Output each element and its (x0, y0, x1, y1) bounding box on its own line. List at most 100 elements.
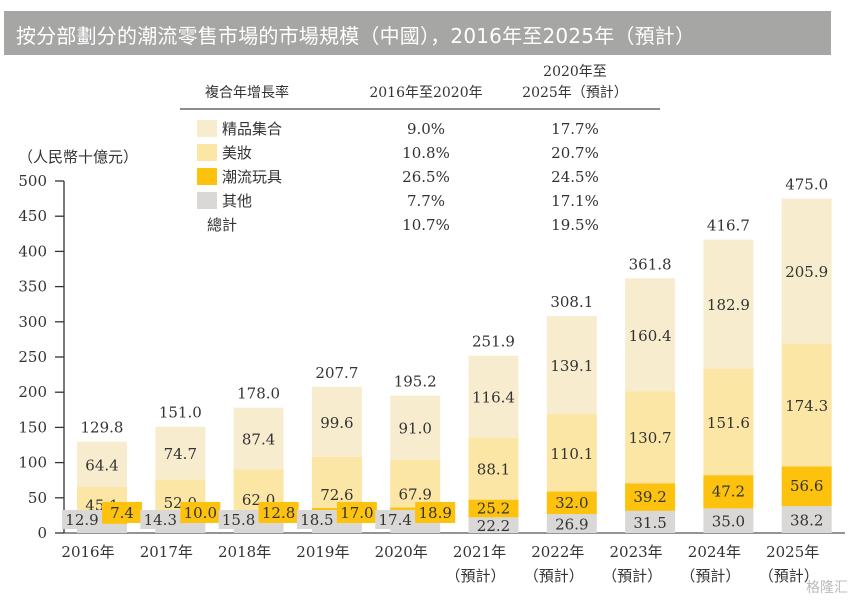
legend-swatch (197, 192, 217, 209)
y-tick-label: 300 (18, 313, 47, 331)
chart-title: 按分部劃分的潮流零售市場的市場規模（中國），2016年至2025年（預計） (16, 24, 696, 48)
value-label-toy: 56.6 (790, 477, 823, 495)
value-label-boutique: 64.4 (85, 456, 118, 474)
legend-label: 美妝 (222, 144, 252, 162)
legend-swatch (197, 168, 217, 185)
svg-text:10.0: 10.0 (184, 504, 217, 522)
legend-label: 其他 (222, 192, 252, 210)
legend-label: 潮流玩具 (222, 168, 282, 186)
bar-segment (468, 499, 519, 518)
cagr-value-2016-2020: 26.5% (402, 168, 450, 186)
cagr-value-2020-2025: 19.5% (551, 216, 599, 234)
cagr-value-2020-2025: 24.5% (551, 168, 599, 186)
value-label-beauty: 88.1 (477, 461, 510, 479)
value-callout-other: 18.5 (296, 510, 337, 529)
chart-title-bar: 按分部劃分的潮流零售市場的市場規模（中國），2016年至2025年（預計） (4, 11, 831, 55)
bar-segment (311, 386, 362, 457)
y-tick-label: 250 (18, 348, 47, 366)
y-tick-label: 0 (37, 524, 47, 542)
svg-text:17.4: 17.4 (378, 511, 411, 529)
value-label-other: 31.5 (633, 514, 666, 532)
svg-text:12.9: 12.9 (65, 511, 98, 529)
svg-text:15.8: 15.8 (222, 511, 255, 529)
value-label-other: 26.9 (555, 516, 588, 534)
value-label-beauty: 67.9 (398, 485, 431, 503)
bar-segment (390, 395, 441, 460)
value-label-boutique: 182.9 (707, 296, 750, 314)
cagr-header-col1: 2016年至2020年 (369, 85, 482, 101)
x-tick-note: （預計） (680, 567, 740, 585)
cagr-value-2020-2025: 17.7% (551, 120, 599, 138)
x-tick-label: 2025年 (766, 543, 819, 561)
y-axis-label: （人民幣十億元） (18, 148, 138, 166)
value-labels: 129.864.445.112.97.4151.074.752.014.310.… (62, 176, 828, 535)
bar-segment (390, 459, 441, 508)
x-tick-label: 2024年 (688, 543, 741, 561)
bar-segment (703, 368, 754, 476)
value-label-other: 38.2 (790, 512, 823, 530)
value-label-beauty: 72.6 (320, 486, 353, 504)
y-tick-label: 350 (18, 278, 47, 296)
bar-segment (781, 198, 832, 344)
bar-total-label: 207.7 (315, 364, 358, 382)
value-label-boutique: 116.4 (472, 389, 515, 407)
bar-segment (781, 343, 832, 467)
bar-segment (77, 441, 127, 487)
value-label-boutique: 91.0 (398, 420, 431, 438)
x-tick-note: （預計） (759, 567, 819, 585)
bar-segment (233, 407, 284, 470)
axes: 0 50 100 150 200 250 300 350 400 450 500 (18, 172, 845, 542)
value-label-toy: 39.2 (633, 488, 666, 506)
bar-segment (546, 514, 597, 533)
cagr-header-col2-line2: 2025年（預計） (522, 85, 628, 101)
bar-segment (781, 506, 832, 533)
value-callout-toy: 10.0 (180, 502, 221, 523)
cagr-value-2016-2020: 7.7% (407, 192, 445, 210)
value-label-boutique: 87.4 (242, 430, 275, 448)
value-callout-toy: 17.0 (336, 502, 377, 523)
cagr-value-2016-2020: 10.7% (402, 216, 450, 234)
x-tick-label: 2023年 (610, 543, 663, 561)
x-tick-label: 2019年 (296, 543, 349, 561)
svg-text:18.5: 18.5 (300, 511, 333, 529)
x-tick-label: 2017年 (140, 543, 193, 561)
watermark: 格隆汇 (806, 580, 848, 596)
bar-total-label: 475.0 (785, 176, 828, 194)
bar-total-label: 151.0 (159, 404, 202, 422)
x-tick-label: 2022年 (531, 543, 584, 561)
x-tick-label: 2020年 (375, 543, 428, 561)
cagr-value-2016-2020: 10.8% (402, 144, 450, 162)
cagr-header-col2-line1: 2020年至 (543, 64, 607, 80)
value-label-toy: 32.0 (555, 494, 588, 512)
x-tick-note: （預計） (445, 567, 505, 585)
total-label: 總計 (207, 216, 237, 234)
value-label-boutique: 99.6 (320, 414, 353, 432)
bar-segment (625, 391, 676, 484)
svg-text:17.0: 17.0 (340, 504, 373, 522)
svg-text:7.4: 7.4 (110, 504, 134, 522)
x-tick-label: 2018年 (218, 543, 271, 561)
y-tick-label: 400 (18, 242, 47, 260)
value-label-boutique: 74.7 (164, 445, 197, 463)
bar-segment (468, 517, 519, 533)
bar-segment (155, 426, 206, 480)
svg-text:14.3: 14.3 (144, 511, 177, 529)
svg-text:12.8: 12.8 (262, 504, 295, 522)
value-callout-toy: 18.9 (415, 502, 456, 523)
cagr-header-label: 複合年增長率 (205, 84, 289, 101)
value-callout-toy: 12.8 (258, 502, 299, 523)
bar-segment (625, 483, 676, 511)
cagr-value-2020-2025: 17.1% (551, 192, 599, 210)
legend-swatch (197, 120, 217, 137)
bar-segment (781, 466, 832, 507)
cagr-value-2016-2020: 9.0% (407, 120, 445, 138)
svg-text:18.9: 18.9 (418, 504, 451, 522)
y-tick-label: 200 (18, 383, 47, 401)
bar-total-label: 195.2 (394, 373, 437, 391)
bar-segment (625, 510, 676, 533)
bars (77, 198, 832, 533)
legend-label: 精品集合 (222, 120, 282, 138)
value-label-other: 22.2 (477, 517, 510, 535)
bar-segment (703, 239, 754, 369)
